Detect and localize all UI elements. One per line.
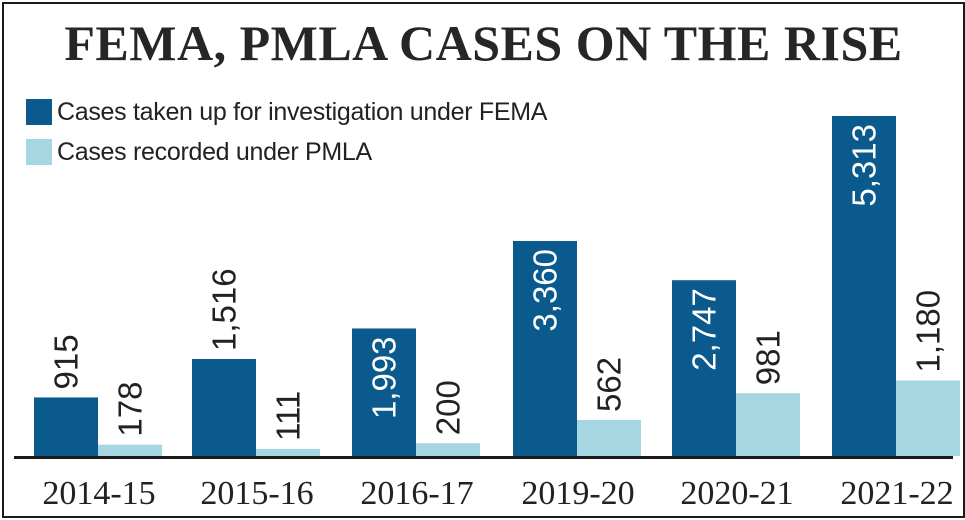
bar-pmla-2019-20 xyxy=(577,420,641,456)
data-label-fema-2019-20: 3,360 xyxy=(527,249,564,332)
bar-pmla-2021-22 xyxy=(896,380,960,456)
bar-pmla-2015-16 xyxy=(256,448,320,456)
legend-label-fema: Cases taken up for investigation under F… xyxy=(57,97,548,126)
data-label-pmla-2015-16: 111 xyxy=(270,391,307,441)
data-label-fema-2014-15: 915 xyxy=(48,334,85,389)
data-label-pmla-2019-20: 562 xyxy=(591,357,628,412)
bar-fema-2021-22 xyxy=(832,116,896,456)
x-tick-label-2014-15: 2014-15 xyxy=(42,475,155,512)
bar-fema-2014-15 xyxy=(34,397,98,456)
bar-pmla-2020-21 xyxy=(736,393,800,456)
bar-fema-2020-21 xyxy=(672,280,736,456)
data-label-pmla-2020-21: 981 xyxy=(750,330,787,385)
data-label-pmla-2016-17: 200 xyxy=(430,380,467,435)
legend-swatch-pmla xyxy=(26,139,52,165)
data-label-pmla-2021-22: 1,180 xyxy=(910,290,947,373)
bar-pmla-2016-17 xyxy=(416,443,480,456)
data-label-pmla-2014-15: 178 xyxy=(112,382,149,437)
x-tick-label-2016-17: 2016-17 xyxy=(360,475,473,512)
data-label-fema-2016-17: 1,993 xyxy=(366,336,403,419)
bar-fema-2019-20 xyxy=(513,240,577,456)
chart-title: FEMA, PMLA CASES ON THE RISE xyxy=(64,15,903,71)
x-tick-label-2020-21: 2020-21 xyxy=(680,475,793,512)
legend-item-fema: Cases taken up for investigation under F… xyxy=(26,98,547,126)
data-label-fema-2021-22: 5,313 xyxy=(846,124,883,207)
data-label-fema-2020-21: 2,747 xyxy=(686,288,723,371)
legend-item-pmla: Cases recorded under PMLA xyxy=(26,138,372,166)
x-tick-label-2019-20: 2019-20 xyxy=(521,475,634,512)
bar-pmla-2014-15 xyxy=(98,444,162,456)
legend-label-pmla: Cases recorded under PMLA xyxy=(57,137,372,166)
x-tick-label-2015-16: 2015-16 xyxy=(200,475,313,512)
legend-swatch-fema xyxy=(26,99,52,125)
bar-fema-2015-16 xyxy=(192,358,256,456)
x-tick-label-2021-22: 2021-22 xyxy=(840,475,953,512)
bar-fema-2016-17 xyxy=(352,328,416,456)
data-label-fema-2015-16: 1,516 xyxy=(206,268,243,351)
bar-chart: 915 178 2014-15 1,516 111 2015-16 1,993 200 2016… xyxy=(14,116,960,512)
